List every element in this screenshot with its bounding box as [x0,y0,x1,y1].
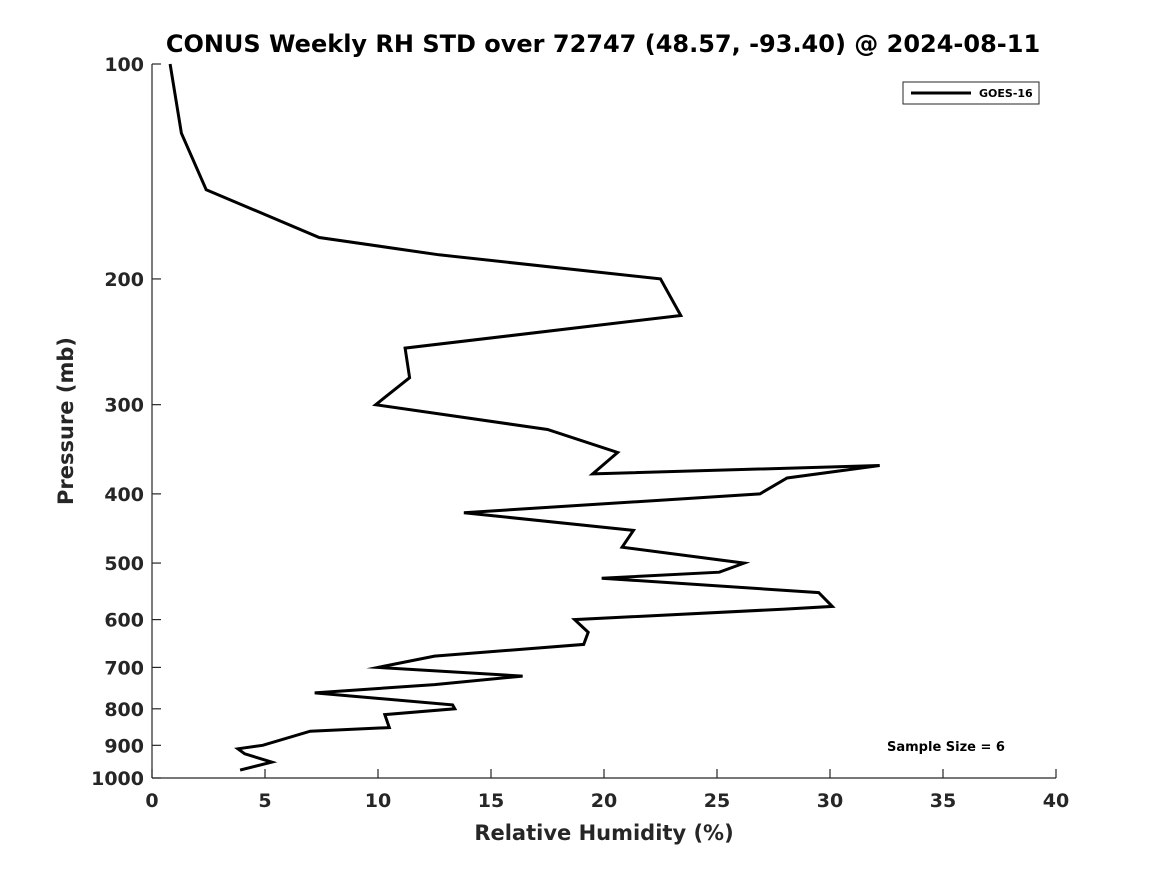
x-tick-label: 30 [817,790,843,812]
x-axis-label: Relative Humidity (%) [474,821,733,845]
y-axis-ticks: 100 200 300 400 500 600 700 800 900 1000 [91,54,161,790]
x-tick-label: 35 [930,790,956,812]
x-axis-ticks: 0 5 10 15 20 25 30 35 40 [145,769,1069,812]
sample-size-annotation: Sample Size = 6 [887,740,1005,755]
y-tick-label: 100 [104,54,144,76]
chart-title: CONUS Weekly RH STD over 72747 (48.57, -… [166,30,1040,58]
x-tick-label: 15 [478,790,504,812]
y-axis-label: Pressure (mb) [54,337,78,505]
series-line-goes-16 [168,63,880,772]
x-tick-label: 5 [258,790,271,812]
x-tick-label: 25 [704,790,730,812]
x-tick-label: 0 [145,790,158,812]
x-tick-label: 40 [1043,790,1069,812]
y-tick-label: 900 [104,735,144,757]
y-tick-label: 600 [104,610,144,632]
x-tick-label: 10 [365,790,391,812]
y-tick-label: 800 [104,699,144,721]
series-layer [168,63,880,772]
legend: GOES-16 [902,81,1040,105]
y-tick-label: 1000 [91,768,144,790]
y-tick-label: 700 [104,657,144,679]
legend-label-goes-16: GOES-16 [979,87,1033,100]
x-tick-label: 20 [591,790,617,812]
y-tick-label: 500 [104,553,144,575]
y-tick-label: 200 [104,269,144,291]
y-tick-label: 300 [104,395,144,417]
y-tick-label: 400 [104,484,144,506]
